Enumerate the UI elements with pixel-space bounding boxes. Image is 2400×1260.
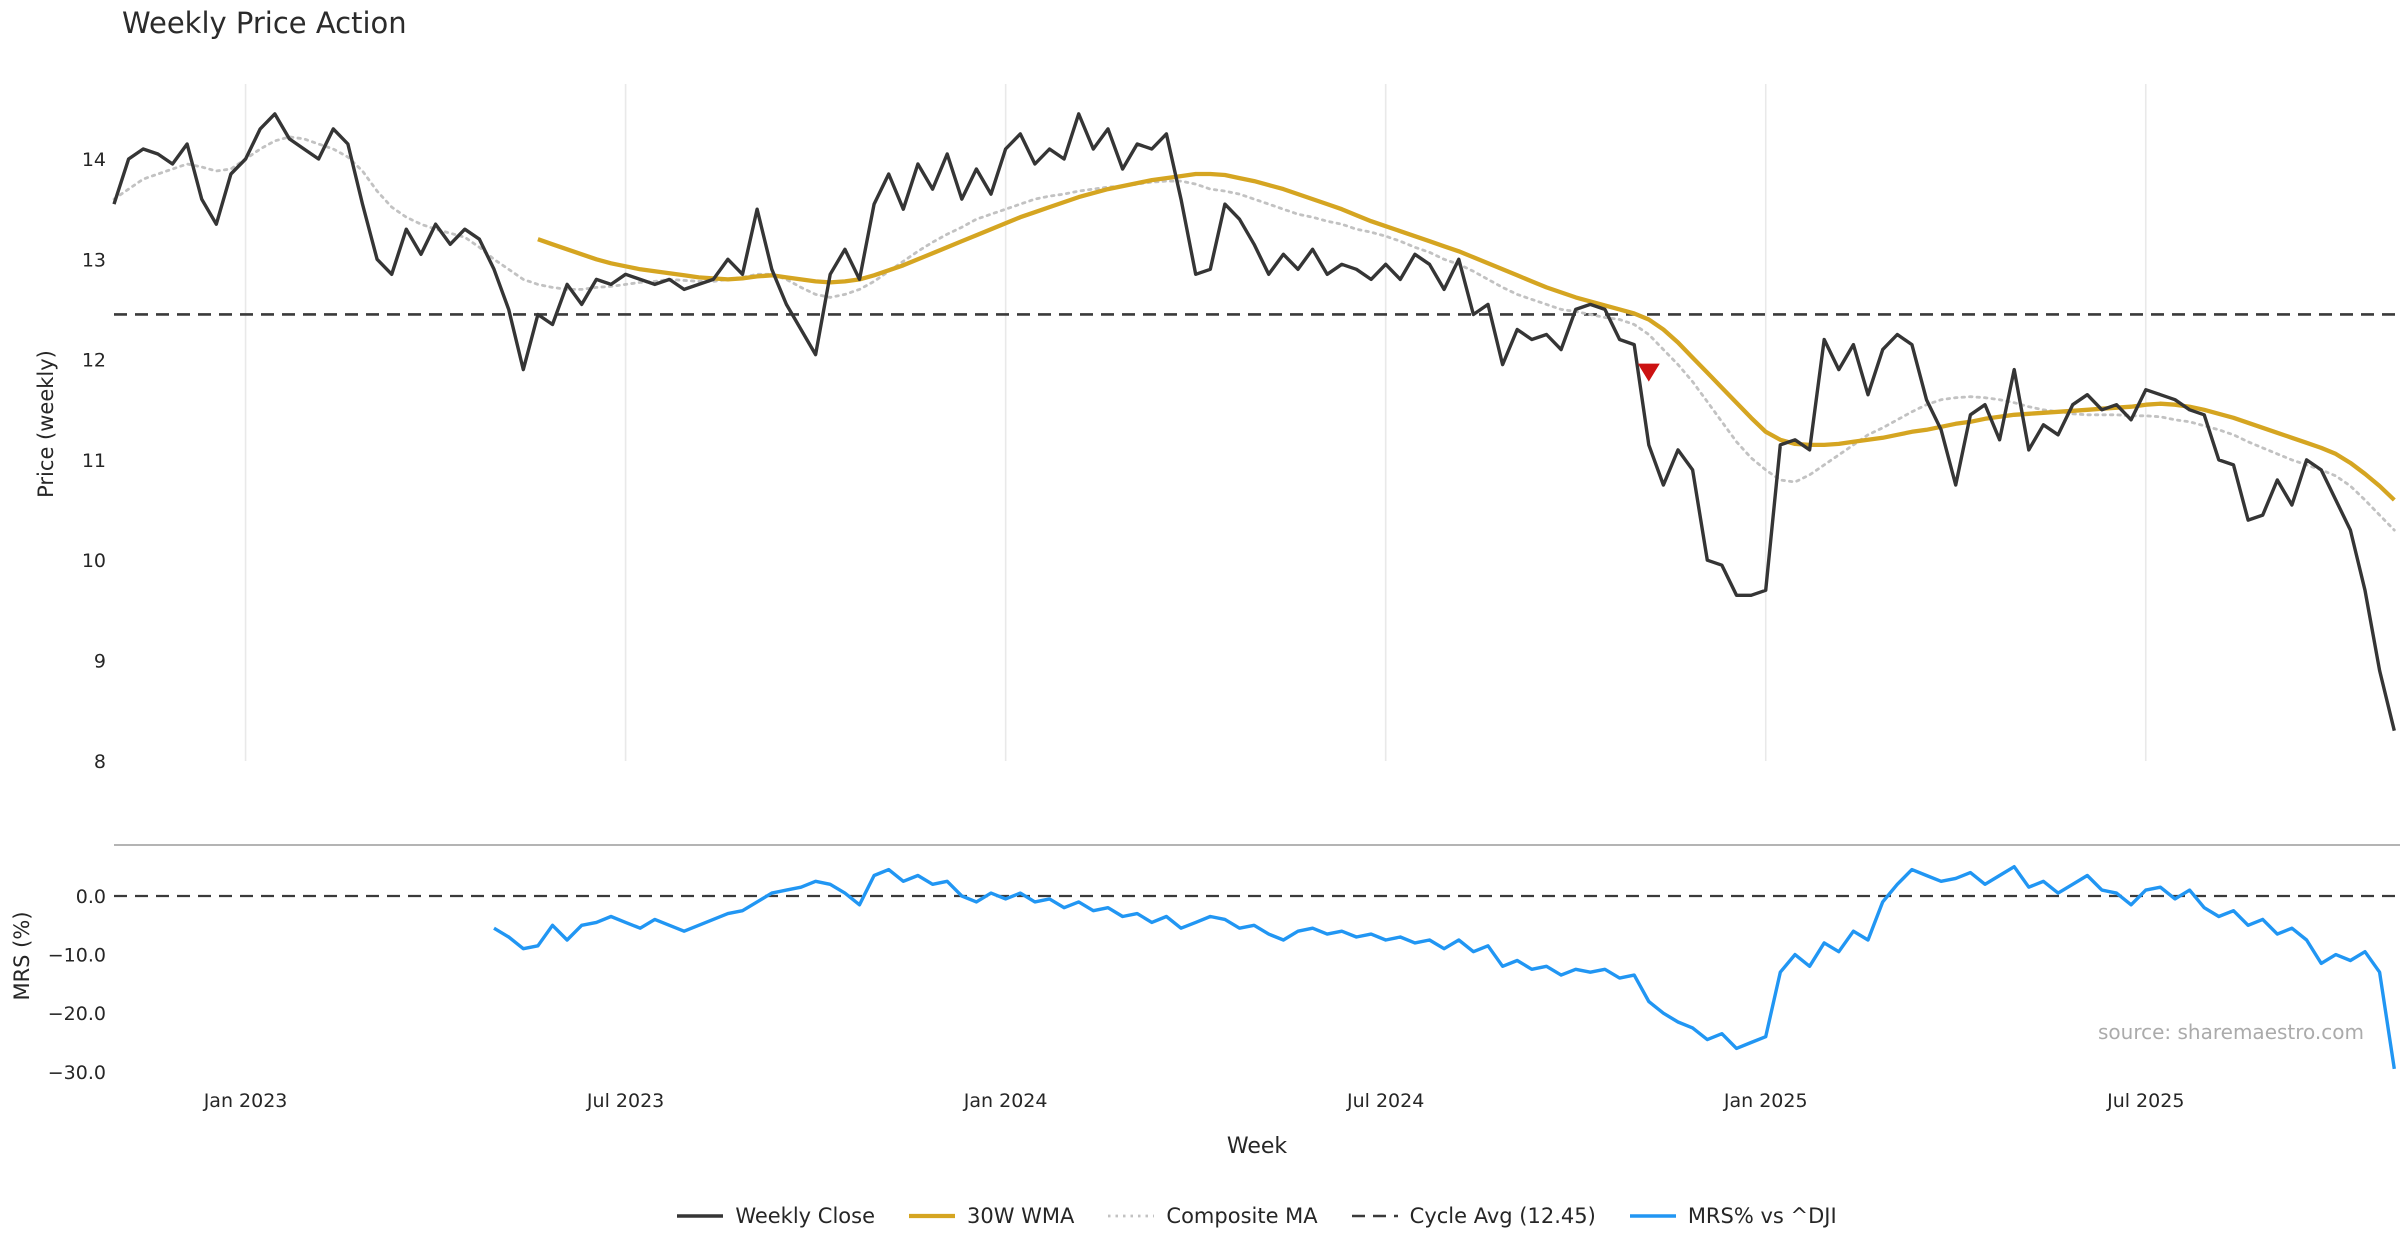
- mrs-axis-label: MRS (%): [10, 911, 34, 1001]
- mrs-line-swatch: [1629, 1214, 1676, 1218]
- composite-ma-line: [112, 135, 2396, 532]
- mrs-line: [493, 865, 2396, 1070]
- legend-item-weekly-close: Weekly Close: [677, 1204, 875, 1228]
- mrs-y-tick-label: −10.0: [48, 945, 106, 967]
- source-credit: source: sharemaestro.com: [2098, 1020, 2364, 1044]
- x-tick-label: Jul 2023: [586, 1090, 664, 1112]
- price-y-tick-label: 12: [82, 350, 106, 372]
- signal-triangle-marker: [1637, 363, 1660, 382]
- legend-item-mrs: MRS% vs ^DJI: [1629, 1204, 1837, 1228]
- price-y-tick-label: 8: [94, 751, 106, 773]
- mrs-y-tick-label: −30.0: [48, 1062, 106, 1084]
- price-y-tick-label: 9: [94, 651, 106, 673]
- legend-item-30w-wma: 30W WMA: [909, 1204, 1074, 1228]
- composite-ma-line-swatch: [1108, 1214, 1155, 1218]
- chart-title: Weekly Price Action: [122, 6, 407, 40]
- cycle-avg-line-swatch: [1351, 1214, 1398, 1218]
- weekly-close-line-swatch: [677, 1214, 724, 1218]
- legend-item-composite-ma: Composite MA: [1108, 1204, 1318, 1228]
- x-axis-label: Week: [1226, 1134, 1288, 1159]
- mrs-y-tick-label: 0.0: [76, 886, 106, 908]
- price-y-tick-label: 11: [82, 450, 106, 472]
- legend-item-cycle-avg: Cycle Avg (12.45): [1351, 1204, 1596, 1228]
- x-tick-label: Jul 2024: [1346, 1090, 1424, 1112]
- price-y-tick-label: 10: [82, 550, 106, 572]
- x-tick-label: Jan 2024: [963, 1090, 1048, 1112]
- wma-line-swatch: [909, 1213, 955, 1219]
- weekly-close-line: [112, 112, 2396, 732]
- price-y-tick-label: 13: [82, 249, 106, 271]
- legend-label: Cycle Avg (12.45): [1409, 1204, 1596, 1228]
- price-axis-label: Price (weekly): [34, 350, 58, 498]
- wma-30w-line: [537, 171, 2396, 502]
- x-tick-label: Jul 2025: [2106, 1090, 2184, 1112]
- legend-label: Composite MA: [1166, 1204, 1318, 1228]
- price-y-tick-label: 14: [82, 149, 106, 171]
- legend: Weekly Close 30W WMA Composite MA Cycle …: [114, 1204, 2400, 1228]
- x-tick-label: Jan 2023: [203, 1090, 288, 1112]
- legend-label: Weekly Close: [735, 1204, 875, 1228]
- legend-label: MRS% vs ^DJI: [1687, 1204, 1837, 1228]
- x-tick-label: Jan 2025: [1723, 1090, 1808, 1112]
- mrs-y-tick-label: −20.0: [48, 1003, 106, 1025]
- legend-label: 30W WMA: [967, 1204, 1075, 1228]
